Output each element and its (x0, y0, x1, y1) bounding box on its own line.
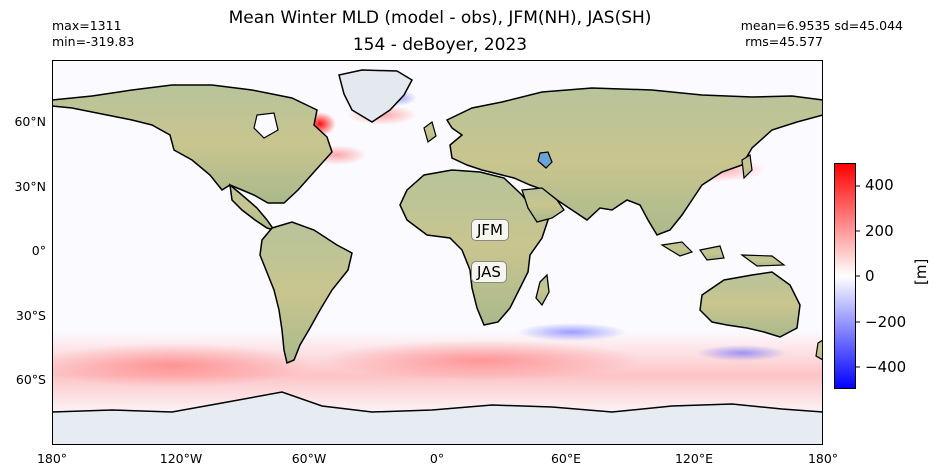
lon-tick-60w: 60°W (291, 451, 327, 466)
colorbar-label: [m] (912, 258, 930, 285)
south-atlantic-anomaly (322, 340, 642, 380)
africa (399, 169, 549, 326)
stat-min: min=-319.83 (52, 34, 135, 49)
colorbar-tick-neg200: −200 (865, 313, 907, 331)
borneo (698, 245, 725, 261)
map-frame (52, 60, 823, 445)
madagascar (535, 273, 550, 307)
sumatra-borneo (660, 241, 694, 257)
south-pacific-negative-anomaly (697, 345, 787, 361)
stat-rms: rms=45.577 (745, 34, 823, 49)
lon-tick-60e: 60°E (550, 451, 582, 466)
lon-tick-180e: 180° (807, 451, 839, 466)
south-america (259, 221, 353, 365)
eurasia (445, 87, 823, 236)
new-zealand (815, 339, 823, 361)
south-pacific-anomaly (52, 343, 312, 387)
colorbar-tick-200: 200 (865, 222, 894, 240)
lon-tick-180w: 180° (36, 451, 68, 466)
greenland (338, 69, 413, 123)
japan (741, 153, 753, 180)
hudson-bay (253, 112, 279, 139)
british-isles (423, 120, 437, 144)
lat-tick-30n: 30°N (14, 179, 46, 194)
lat-tick-60s: 60°S (15, 372, 46, 387)
stat-mean-sd: mean=6.9535 sd=45.044 (740, 18, 903, 33)
chart-title-line2: 154 - deBoyer, 2023 (352, 35, 528, 55)
colorbar-tick-neg400: −400 (865, 358, 907, 376)
australia (699, 271, 801, 338)
colorbar-gradient (834, 163, 856, 389)
arabian-peninsula (521, 187, 565, 223)
colorbar-tick-400: 400 (865, 176, 894, 194)
antarctica (52, 391, 823, 445)
colorbar-tick-0: 0 (865, 267, 875, 285)
nh-season-label: JFM (471, 219, 509, 241)
sh-season-label: JAS (471, 261, 507, 283)
new-guinea (740, 254, 786, 267)
chart-title-line1: Mean Winter MLD (model - obs), JFM(NH), … (228, 8, 652, 28)
lon-tick-120e: 120°E (674, 451, 713, 466)
lat-tick-30s: 30°S (15, 308, 46, 323)
caspian-sea (537, 151, 553, 169)
stat-max: max=1311 (52, 18, 122, 33)
lat-tick-0: 0° (31, 243, 46, 258)
lon-tick-0: 0° (429, 451, 445, 466)
map-panel (52, 60, 823, 445)
lon-tick-120w: 120°W (159, 451, 203, 466)
lat-tick-60n: 60°N (14, 114, 46, 129)
colorbar (834, 163, 860, 389)
south-indian-negative-anomaly (517, 323, 627, 341)
